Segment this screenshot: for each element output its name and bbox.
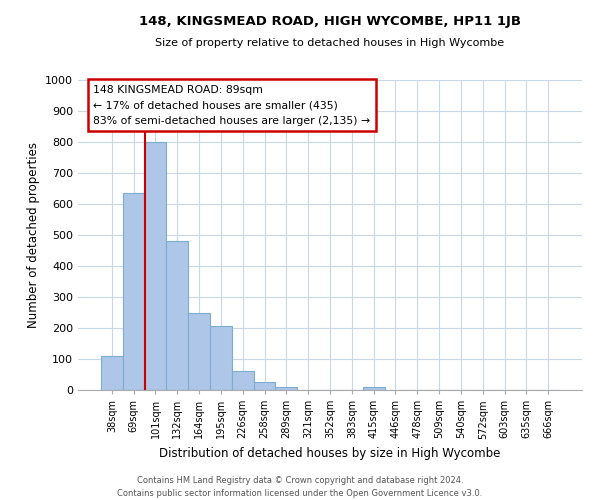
- Bar: [254, 382, 275, 390]
- Text: Size of property relative to detached houses in High Wycombe: Size of property relative to detached ho…: [155, 38, 505, 48]
- Bar: [188, 312, 210, 390]
- Y-axis label: Number of detached properties: Number of detached properties: [26, 142, 40, 328]
- Bar: [166, 241, 188, 390]
- Bar: [101, 356, 123, 390]
- Text: 148 KINGSMEAD ROAD: 89sqm
← 17% of detached houses are smaller (435)
83% of semi: 148 KINGSMEAD ROAD: 89sqm ← 17% of detac…: [93, 84, 370, 126]
- Bar: [123, 193, 145, 390]
- Text: 148, KINGSMEAD ROAD, HIGH WYCOMBE, HP11 1JB: 148, KINGSMEAD ROAD, HIGH WYCOMBE, HP11 …: [139, 15, 521, 28]
- X-axis label: Distribution of detached houses by size in High Wycombe: Distribution of detached houses by size …: [160, 447, 500, 460]
- Bar: [210, 326, 232, 390]
- Bar: [275, 387, 297, 390]
- Bar: [145, 142, 166, 390]
- Bar: [232, 372, 254, 390]
- Text: Contains HM Land Registry data © Crown copyright and database right 2024.
Contai: Contains HM Land Registry data © Crown c…: [118, 476, 482, 498]
- Bar: [363, 387, 385, 390]
